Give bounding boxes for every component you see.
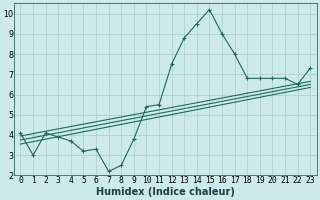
X-axis label: Humidex (Indice chaleur): Humidex (Indice chaleur): [96, 187, 235, 197]
